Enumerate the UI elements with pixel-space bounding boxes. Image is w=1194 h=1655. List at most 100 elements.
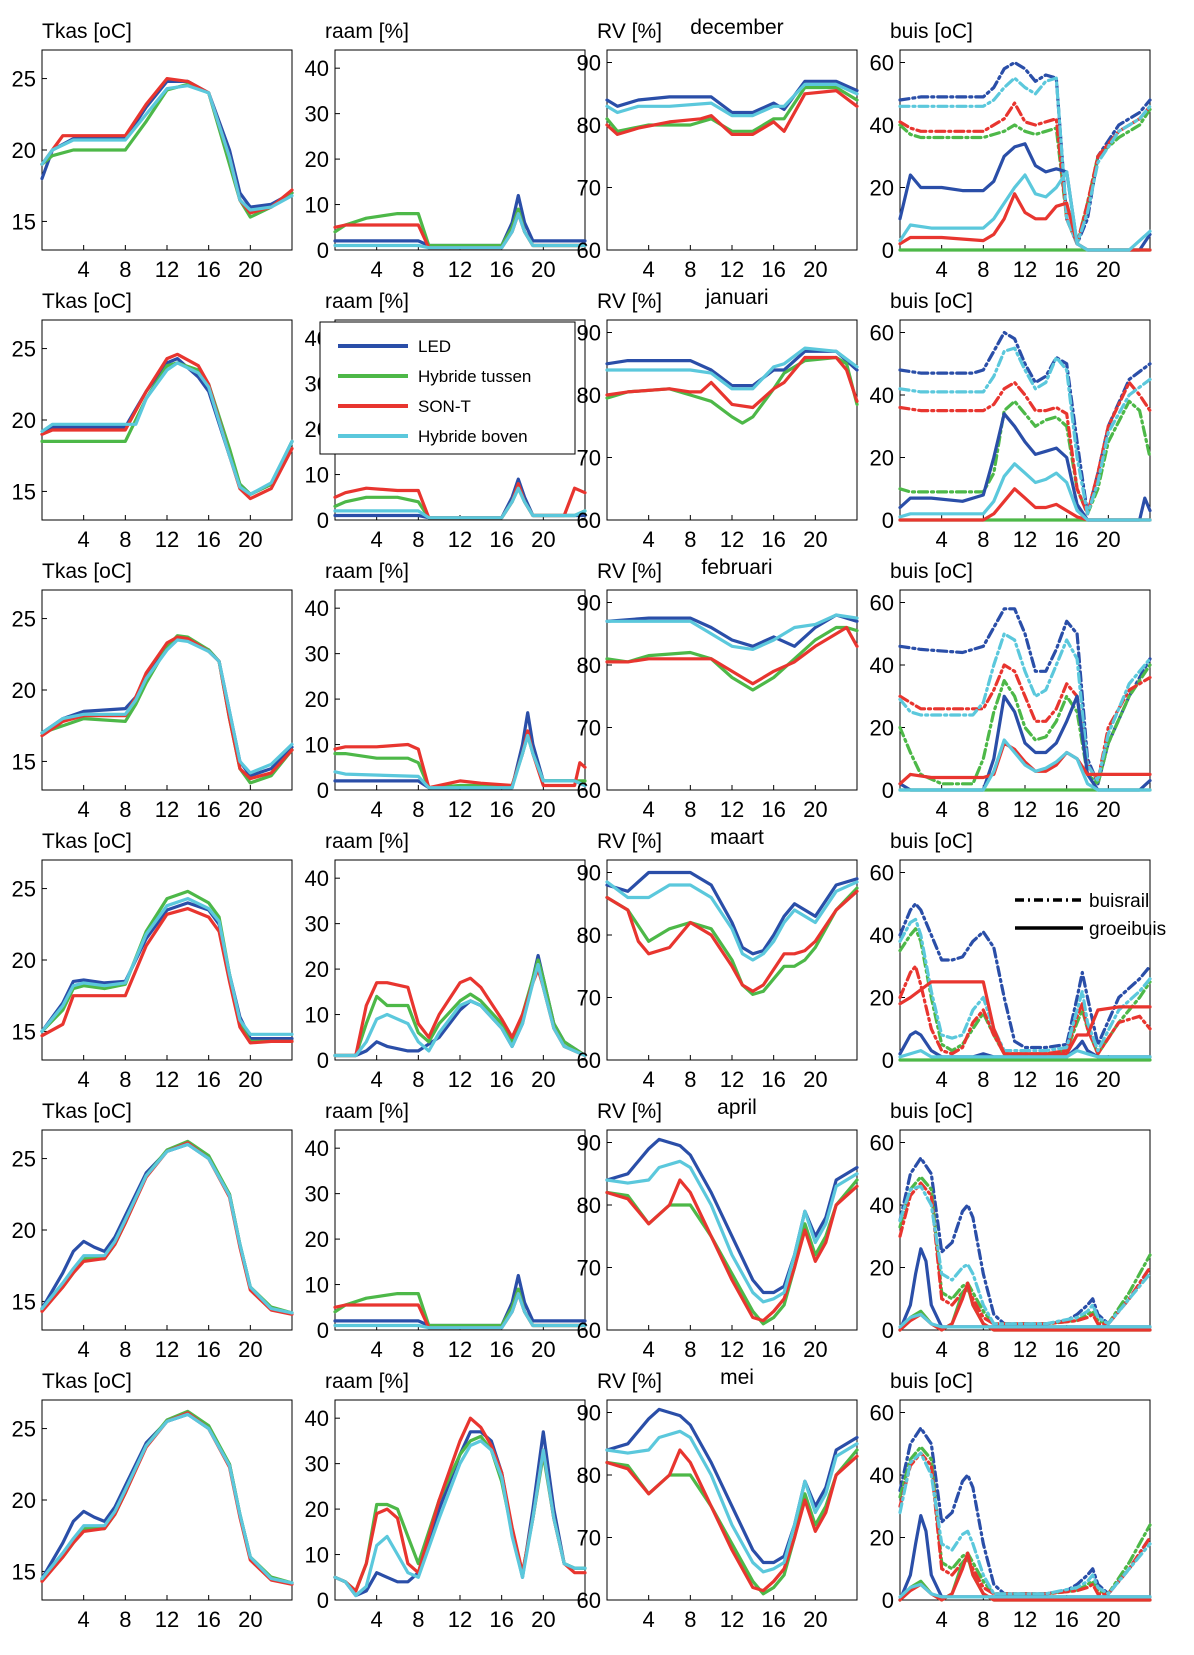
x-tick-label: 16 <box>489 1337 513 1362</box>
legend-label: Hybride boven <box>418 427 528 446</box>
y-tick-label: 60 <box>577 1588 601 1613</box>
x-tick-label: 8 <box>119 1067 131 1092</box>
x-tick-label: 20 <box>1096 1067 1120 1092</box>
y-tick-label: 0 <box>317 778 329 803</box>
y-tick-label: 20 <box>12 1488 36 1513</box>
y-tick-label: 0 <box>882 778 894 803</box>
y-tick-label: 20 <box>12 1218 36 1243</box>
x-tick-label: 12 <box>1013 1607 1037 1632</box>
x-tick-label: 4 <box>371 1067 383 1092</box>
x-tick-label: 4 <box>78 257 90 282</box>
series-line-son-t <box>605 625 859 686</box>
y-tick-label: 70 <box>577 986 601 1011</box>
y-tick-label: 25 <box>12 877 36 902</box>
series-line-hybride-boven <box>40 638 294 775</box>
series-line-hybride-boven <box>333 1439 587 1598</box>
x-tick-label: 4 <box>78 1607 90 1632</box>
series-line-hybride-tussen <box>40 1409 294 1585</box>
panel-februari-rv: RV [%] februari 60 70 80 90 4 8 12 16 20 <box>577 556 859 822</box>
x-tick-label: 4 <box>936 797 948 822</box>
y-tick-label: 0 <box>882 238 894 263</box>
legend-lamps: LED Hybride tussen SON-T Hybride boven <box>319 321 576 455</box>
y-tick-label: 90 <box>577 321 601 346</box>
axis-label-tkas: Tkas [oC] <box>42 830 132 853</box>
series-line-son-t <box>605 89 859 136</box>
y-tick-label: 0 <box>317 1318 329 1343</box>
y-tick-label: 20 <box>305 147 329 172</box>
plot-frame <box>899 49 1151 251</box>
y-tick-label: 80 <box>577 383 601 408</box>
series-line-hybride-boven-groeibuis <box>898 738 1152 792</box>
y-tick-label: 90 <box>577 51 601 76</box>
x-tick-label: 4 <box>78 797 90 822</box>
x-tick-label: 20 <box>1096 257 1120 282</box>
x-tick-label: 12 <box>155 257 179 282</box>
x-tick-label: 20 <box>531 257 555 282</box>
axis-label-rv: RV [%] <box>597 560 662 583</box>
y-tick-label: 60 <box>577 1048 601 1073</box>
series-line-son-t <box>333 729 587 790</box>
series-line-hybride-boven <box>40 1412 294 1585</box>
y-tick-label: 40 <box>305 1136 329 1161</box>
series-line-led <box>605 1407 859 1565</box>
series-line-son-t <box>40 77 294 215</box>
legend-label: buisrail <box>1089 891 1149 912</box>
y-tick-label: 20 <box>12 408 36 433</box>
y-tick-label: 30 <box>305 642 329 667</box>
x-tick-label: 8 <box>119 527 131 552</box>
panel-april-rv: RV [%] april 60 70 80 90 4 8 12 16 20 <box>577 1096 859 1362</box>
panel-januari-buis: buis [oC] 0 20 40 60 4 8 12 16 20 <box>870 290 1152 552</box>
x-tick-label: 4 <box>78 527 90 552</box>
x-tick-label: 12 <box>155 1337 179 1362</box>
y-tick-label: 20 <box>305 957 329 982</box>
y-tick-label: 60 <box>870 1401 894 1426</box>
series-line-son-t <box>605 889 859 993</box>
x-tick-label: 20 <box>1096 1337 1120 1362</box>
x-tick-label: 8 <box>412 527 424 552</box>
month-title: januari <box>704 286 768 309</box>
axis-label-raam: raam [%] <box>325 290 409 313</box>
month-title: februari <box>701 556 772 579</box>
series-line-son-t-buisrail <box>898 964 1152 1056</box>
x-tick-label: 8 <box>412 1067 424 1092</box>
panel-december-buis: buis [oC] 0 20 40 60 4 8 12 16 20 <box>870 20 1152 282</box>
y-tick-label: 60 <box>577 1318 601 1343</box>
x-tick-label: 20 <box>531 1067 555 1092</box>
series-line-son-t-groeibuis <box>898 192 1152 252</box>
series-line-hybride-boven <box>40 84 294 212</box>
x-tick-label: 12 <box>448 1607 472 1632</box>
x-tick-label: 16 <box>761 1337 785 1362</box>
panel-maart-buis: buis [oC] 0 20 40 60 4 8 12 16 20 <box>870 830 1152 1092</box>
series-line-hybride-boven-buisrail <box>898 346 1152 516</box>
axis-label-raam: raam [%] <box>325 20 409 43</box>
x-tick-label: 20 <box>1096 797 1120 822</box>
y-tick-label: 60 <box>870 321 894 346</box>
series-line-hybride-boven-buisrail <box>898 1184 1152 1326</box>
plot-frame <box>334 589 586 791</box>
series-line-son-t <box>605 1448 859 1593</box>
series-line-hybride-tussen <box>40 82 294 219</box>
legend-label: Hybride tussen <box>418 367 531 386</box>
x-tick-label: 20 <box>531 527 555 552</box>
x-tick-label: 16 <box>196 797 220 822</box>
x-tick-label: 20 <box>238 1337 262 1362</box>
panel-december-tkas: Tkas [oC] 15 20 25 4 8 12 16 20 <box>12 20 294 282</box>
x-tick-label: 8 <box>684 257 696 282</box>
x-tick-label: 8 <box>977 527 989 552</box>
y-tick-label: 80 <box>577 1193 601 1218</box>
series-line-hybride-tussen <box>605 85 859 133</box>
y-tick-label: 40 <box>870 653 894 678</box>
y-tick-label: 10 <box>305 463 329 488</box>
y-tick-label: 90 <box>577 591 601 616</box>
y-tick-label: 60 <box>870 1131 894 1156</box>
x-tick-label: 20 <box>1096 527 1120 552</box>
series-line-led <box>40 357 294 496</box>
axis-label-rv: RV [%] <box>597 1370 662 1393</box>
y-tick-label: 15 <box>12 1019 36 1044</box>
legend-label: groeibuis <box>1089 919 1166 940</box>
y-tick-label: 20 <box>870 1256 894 1281</box>
y-tick-label: 70 <box>577 446 601 471</box>
series-line-hybride-tussen <box>40 634 294 785</box>
panel-april-buis: buis [oC] 0 20 40 60 4 8 12 16 20 <box>870 1100 1152 1362</box>
x-tick-label: 20 <box>238 527 262 552</box>
